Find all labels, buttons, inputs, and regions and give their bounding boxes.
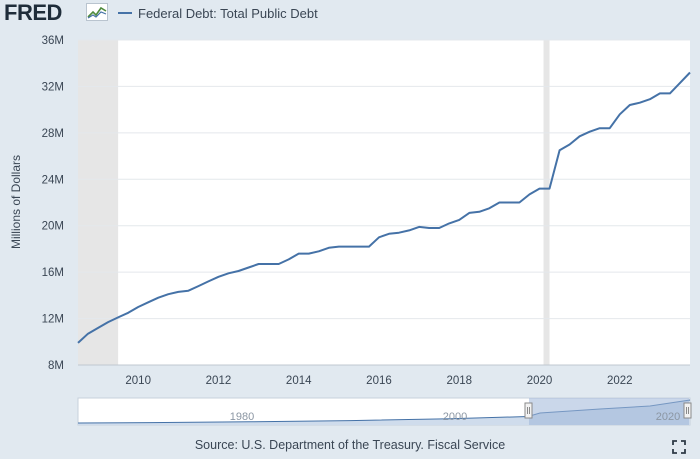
navigator-label-2000: 2000	[443, 411, 467, 423]
data-point[interactable]	[176, 290, 180, 294]
y-tick-label: 28M	[42, 128, 64, 140]
data-point[interactable]	[678, 81, 682, 85]
data-point[interactable]	[146, 300, 150, 304]
y-axis-label: Millions of Dollars	[9, 155, 23, 249]
data-point[interactable]	[377, 235, 381, 239]
data-point[interactable]	[648, 97, 652, 101]
data-point[interactable]	[166, 292, 170, 296]
source-note: Source: U.S. Department of the Treasury.…	[194, 438, 506, 452]
data-point[interactable]	[86, 332, 90, 336]
data-point[interactable]	[196, 284, 200, 288]
data-point[interactable]	[467, 211, 471, 215]
data-point[interactable]	[327, 246, 331, 250]
data-point[interactable]	[407, 228, 411, 232]
data-point[interactable]	[538, 187, 542, 191]
data-point[interactable]	[668, 91, 672, 95]
data-point[interactable]	[658, 91, 662, 95]
data-point[interactable]	[257, 262, 261, 266]
data-point[interactable]	[247, 266, 251, 270]
y-tick-label: 8M	[48, 360, 64, 372]
data-point[interactable]	[558, 148, 562, 152]
data-point[interactable]	[347, 245, 351, 249]
y-tick-label: 20M	[42, 221, 64, 233]
data-point[interactable]	[638, 101, 642, 105]
recession-band-1	[543, 40, 550, 365]
data-point[interactable]	[578, 134, 582, 138]
series-line-0[interactable]	[77, 71, 691, 344]
data-point[interactable]	[156, 296, 160, 300]
x-tick-label: 2016	[366, 375, 392, 387]
data-point[interactable]	[317, 249, 321, 253]
y-tick-label: 36M	[42, 35, 64, 47]
navigator-handle-right[interactable]	[683, 402, 692, 419]
data-point[interactable]	[216, 275, 220, 279]
data-point[interactable]	[106, 320, 110, 324]
data-point[interactable]	[387, 232, 391, 236]
y-tick-label: 32M	[42, 81, 64, 93]
data-point[interactable]	[226, 271, 230, 275]
x-tick-label: 2014	[286, 375, 312, 387]
y-tick-label: 24M	[42, 174, 64, 186]
data-point[interactable]	[116, 315, 120, 319]
x-tick-label: 2012	[206, 375, 232, 387]
x-tick-label: 2018	[446, 375, 472, 387]
data-point[interactable]	[267, 262, 271, 266]
data-point[interactable]	[427, 226, 431, 230]
data-point[interactable]	[237, 269, 241, 273]
data-point[interactable]	[417, 225, 421, 229]
data-point[interactable]	[96, 326, 100, 330]
navigator-label-2020: 2020	[656, 411, 680, 423]
data-point[interactable]	[76, 341, 80, 345]
fred-logo[interactable]: FRED	[4, 0, 62, 25]
data-point[interactable]	[307, 252, 311, 256]
data-point[interactable]	[457, 218, 461, 222]
data-point[interactable]	[206, 279, 210, 283]
data-point[interactable]	[548, 187, 552, 191]
navigator-selected-range[interactable]	[529, 398, 689, 425]
data-point[interactable]	[447, 221, 451, 225]
data-point[interactable]	[136, 305, 140, 309]
data-point[interactable]	[487, 206, 491, 210]
legend-label: Federal Debt: Total Public Debt	[138, 5, 318, 21]
data-point[interactable]	[287, 257, 291, 261]
data-point[interactable]	[497, 201, 501, 205]
plot-background	[78, 40, 690, 365]
recession-band-0	[78, 40, 119, 365]
data-point[interactable]	[507, 201, 511, 205]
data-point[interactable]	[277, 262, 281, 266]
data-point[interactable]	[337, 245, 341, 249]
y-tick-label: 12M	[42, 314, 64, 326]
data-point[interactable]	[367, 245, 371, 249]
x-tick-label: 2022	[607, 375, 633, 387]
range-navigator[interactable]: 1980 2000 2020	[77, 397, 692, 426]
data-point[interactable]	[527, 192, 531, 196]
x-tick-label: 2010	[125, 375, 151, 387]
data-point[interactable]	[397, 231, 401, 235]
fullscreen-icon[interactable]	[672, 440, 686, 454]
data-point[interactable]	[618, 112, 622, 116]
navigator-label-1980: 1980	[230, 411, 254, 423]
fred-graph-icon	[86, 3, 108, 21]
chart-legend[interactable]: Federal Debt: Total Public Debt	[118, 4, 318, 22]
legend-swatch	[118, 12, 132, 14]
x-tick-label: 2020	[527, 375, 553, 387]
data-point[interactable]	[437, 226, 441, 230]
data-point[interactable]	[598, 126, 602, 130]
data-point[interactable]	[517, 201, 521, 205]
data-point[interactable]	[126, 311, 130, 315]
data-point[interactable]	[608, 126, 612, 130]
data-point[interactable]	[357, 245, 361, 249]
data-point[interactable]	[568, 142, 572, 146]
navigator-handle-left[interactable]	[524, 402, 533, 419]
data-point[interactable]	[588, 130, 592, 134]
data-point[interactable]	[297, 252, 301, 256]
data-point[interactable]	[186, 289, 190, 293]
y-tick-label: 16M	[42, 267, 64, 279]
data-point[interactable]	[628, 103, 632, 107]
data-point[interactable]	[688, 71, 692, 75]
data-point[interactable]	[477, 210, 481, 214]
